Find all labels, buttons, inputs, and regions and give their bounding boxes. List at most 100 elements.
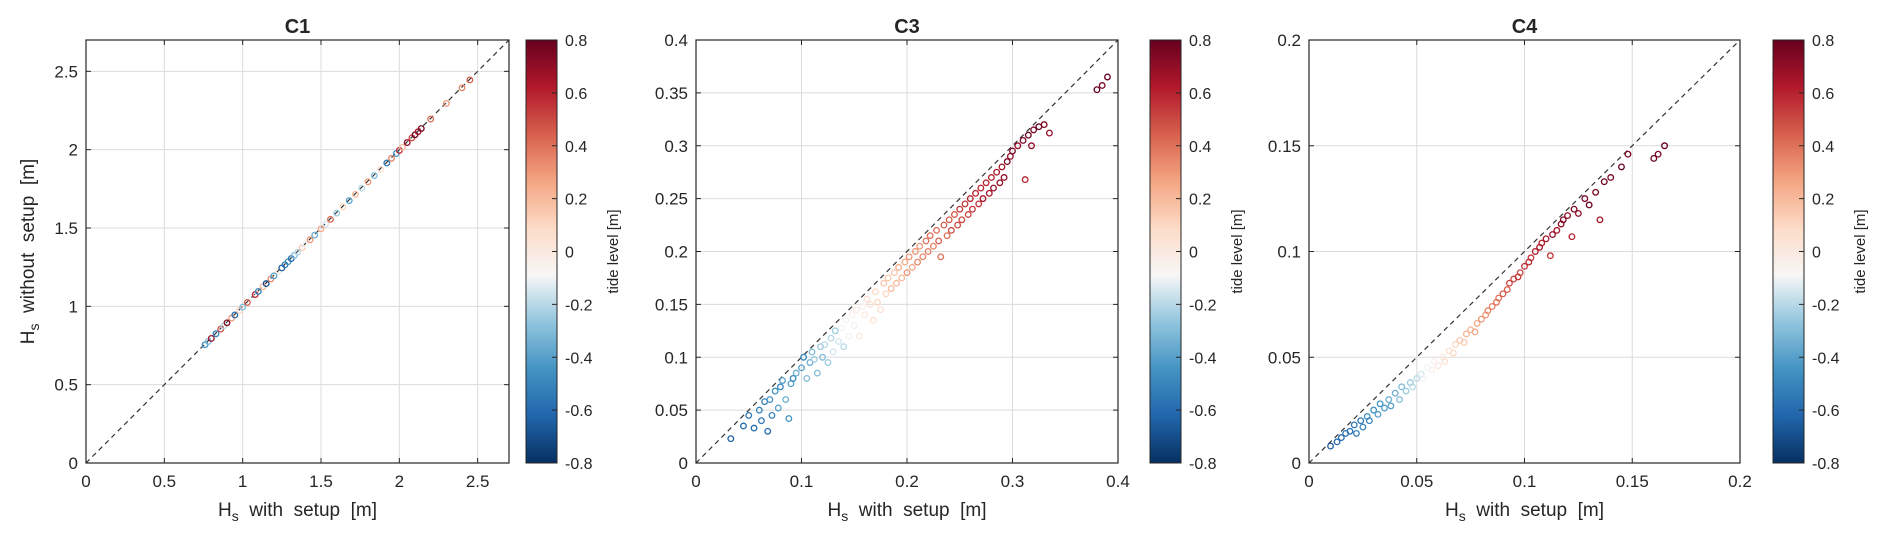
data-point [882,290,890,298]
data-point [417,125,425,132]
data-point [326,215,334,223]
data-point [803,374,811,382]
data-point [943,232,951,240]
data-point [364,178,372,186]
data-point [1527,254,1535,262]
data-point [1028,142,1035,150]
y-tick-label: 0.05 [655,401,688,420]
data-point [782,396,790,403]
x-tick-label: 0.1 [1513,472,1537,491]
chart-title: C4 [1512,16,1538,38]
data-point [1460,338,1468,346]
panel-c1: 0 0.5 1 1.5 2 2.5 0 0.5 1 1.5 2 2.5 C1 Hs with setup … [18,16,622,524]
data-point [1333,438,1341,446]
y-tick-label: 2 [69,141,78,160]
data-point [1596,216,1604,224]
data-point [223,319,231,327]
data-point [270,272,278,280]
data-point [890,269,898,277]
x-tick-label: 0.1 [790,472,814,491]
data-point [1559,216,1567,224]
data-point [1592,188,1600,196]
y-tick-label: 2.5 [54,62,78,81]
data-point [982,179,990,187]
data-point [1654,150,1662,158]
data-point [911,248,919,255]
data-point [866,300,874,308]
data-point [1452,341,1459,349]
data-point [972,189,980,197]
data-point [808,348,816,356]
x-axis-label: Hs with setup [m] [218,500,377,524]
data-point [908,263,916,271]
data-point [1542,235,1550,243]
colorbar-tick-label: 0 [1189,245,1198,262]
reference-line [1308,39,1741,464]
colorbar-tick-label: -0.4 [1189,350,1217,367]
data-point [377,165,384,173]
grid [86,40,509,463]
axes-box [85,39,510,464]
data-point [937,253,945,261]
data-point [1376,400,1384,408]
data-point [919,253,927,261]
data-point [333,209,341,217]
data-point [850,322,858,329]
data-point [1408,383,1416,391]
x-tick-label: 0.05 [1400,472,1433,491]
data-point [1618,163,1625,171]
data-point [1385,396,1393,403]
data-point [993,168,1001,176]
data-point [370,172,378,179]
data-point [985,189,993,197]
data-point [1495,294,1503,302]
data-points [727,73,1111,443]
data-point [893,279,900,287]
data-point [964,211,972,218]
data-point [1045,129,1053,137]
grid [696,40,1118,463]
reference-line [695,39,1119,464]
data-point [792,369,800,377]
data-point [829,348,837,356]
x-tick-label: 0 [691,472,700,491]
panel-c3: 0 0.1 0.2 0.3 0.4 0 0.05 0.1 0.15 0.2 0.25 0.3 0.35 0… [655,16,1246,524]
colorbar-tick-label: -0.2 [1812,297,1840,314]
data-point [1607,174,1615,181]
y-tick-label: 0.3 [664,137,688,156]
colorbar-tick-label: 0.6 [1189,86,1211,103]
data-point [1568,233,1576,241]
data-point [745,411,753,419]
data-point [776,383,784,391]
colorbar-scale [1772,39,1805,464]
data-point [1428,366,1436,374]
colorbar-tick-label: -0.8 [1812,456,1840,473]
colorbar-tick-label: 0.8 [565,33,587,50]
data-point [1357,417,1365,425]
colorbar-tick-label: -0.6 [1189,403,1217,420]
data-point [821,341,829,349]
panel-c4: 0 0.05 0.1 0.15 0.2 0 0.05 0.1 0.15 0.2 C4 Hs with … [1268,16,1869,524]
x-tick-label: 2 [395,472,404,491]
data-point [779,377,786,384]
data-point [935,237,943,245]
data-point [861,311,869,319]
data-point [1477,315,1485,323]
data-point [800,353,808,361]
y-tick-label: 0.15 [1268,137,1301,156]
colorbar-tick-label: 0 [1812,245,1821,262]
data-point [1419,374,1427,382]
data-point [968,205,976,213]
data-points [1327,142,1669,450]
colorbar-tick-label: 0.8 [1812,33,1834,50]
data-point [929,242,937,250]
data-point [243,298,251,306]
colorbar-tick-label: 0.2 [565,192,587,209]
data-point [1374,410,1382,418]
data-point [212,330,220,338]
colorbar-tick-label: 0.4 [1812,139,1834,156]
data-point [1434,362,1442,370]
data-point [1564,212,1572,219]
data-point [317,225,325,233]
data-point [901,258,909,266]
